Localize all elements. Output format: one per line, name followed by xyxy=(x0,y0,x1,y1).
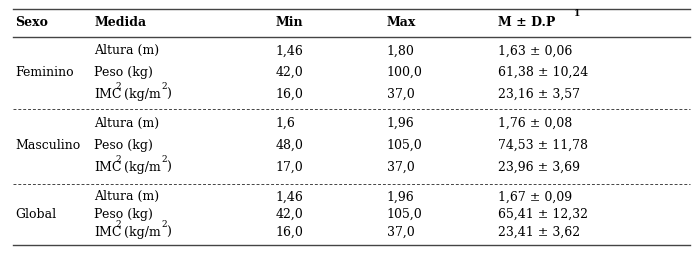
Text: IMC: IMC xyxy=(94,161,121,174)
Text: 23,41 ± 3,62: 23,41 ± 3,62 xyxy=(498,226,581,239)
Text: 17,0: 17,0 xyxy=(275,161,303,174)
Text: 74,53 ± 11,78: 74,53 ± 11,78 xyxy=(498,139,588,152)
Text: 37,0: 37,0 xyxy=(387,88,415,101)
Text: 1,46: 1,46 xyxy=(275,44,303,57)
Text: 61,38 ± 10,24: 61,38 ± 10,24 xyxy=(498,66,588,79)
Text: Altura (m): Altura (m) xyxy=(94,117,159,130)
Text: 105,0: 105,0 xyxy=(387,139,422,152)
Text: Global: Global xyxy=(15,208,56,221)
Text: Peso (kg): Peso (kg) xyxy=(94,208,153,221)
Text: 2: 2 xyxy=(116,155,121,164)
Text: IMC: IMC xyxy=(94,88,121,101)
Text: 23,16 ± 3,57: 23,16 ± 3,57 xyxy=(498,88,581,101)
Text: IMC: IMC xyxy=(94,226,121,239)
Text: 1,96: 1,96 xyxy=(387,117,415,130)
Text: (kg/m: (kg/m xyxy=(120,226,160,239)
Text: ): ) xyxy=(166,161,171,174)
Text: Medida: Medida xyxy=(94,16,146,29)
Text: 48,0: 48,0 xyxy=(275,139,303,152)
Text: 1,6: 1,6 xyxy=(275,117,296,130)
Text: 2: 2 xyxy=(162,220,167,229)
Text: 42,0: 42,0 xyxy=(275,66,303,79)
Text: M ± D.P: M ± D.P xyxy=(498,16,556,29)
Text: (kg/m: (kg/m xyxy=(120,88,160,101)
Text: 2: 2 xyxy=(116,82,121,91)
Text: 37,0: 37,0 xyxy=(387,226,415,239)
Text: 1: 1 xyxy=(574,9,580,18)
Text: Peso (kg): Peso (kg) xyxy=(94,66,153,79)
Text: 16,0: 16,0 xyxy=(275,226,303,239)
Text: 23,96 ± 3,69: 23,96 ± 3,69 xyxy=(498,161,581,174)
Text: Max: Max xyxy=(387,16,416,29)
Text: Sexo: Sexo xyxy=(15,16,48,29)
Text: Masculino: Masculino xyxy=(15,139,81,152)
Text: 1,67 ± 0,09: 1,67 ± 0,09 xyxy=(498,190,572,203)
Text: 2: 2 xyxy=(116,220,121,229)
Text: 42,0: 42,0 xyxy=(275,208,303,221)
Text: (kg/m: (kg/m xyxy=(120,161,160,174)
Text: 1,80: 1,80 xyxy=(387,44,415,57)
Text: 105,0: 105,0 xyxy=(387,208,422,221)
Text: 1,96: 1,96 xyxy=(387,190,415,203)
Text: 2: 2 xyxy=(162,155,167,164)
Text: 2: 2 xyxy=(162,82,167,91)
Text: Min: Min xyxy=(275,16,303,29)
Text: 1,46: 1,46 xyxy=(275,190,303,203)
Text: 16,0: 16,0 xyxy=(275,88,303,101)
Text: Peso (kg): Peso (kg) xyxy=(94,139,153,152)
Text: Feminino: Feminino xyxy=(15,66,74,79)
Text: Altura (m): Altura (m) xyxy=(94,190,159,203)
Text: 65,41 ± 12,32: 65,41 ± 12,32 xyxy=(498,208,588,221)
Text: 37,0: 37,0 xyxy=(387,161,415,174)
Text: 1,63 ± 0,06: 1,63 ± 0,06 xyxy=(498,44,573,57)
Text: Altura (m): Altura (m) xyxy=(94,44,159,57)
Text: 100,0: 100,0 xyxy=(387,66,422,79)
Text: 1,76 ± 0,08: 1,76 ± 0,08 xyxy=(498,117,573,130)
Text: ): ) xyxy=(166,226,171,239)
Text: ): ) xyxy=(166,88,171,101)
